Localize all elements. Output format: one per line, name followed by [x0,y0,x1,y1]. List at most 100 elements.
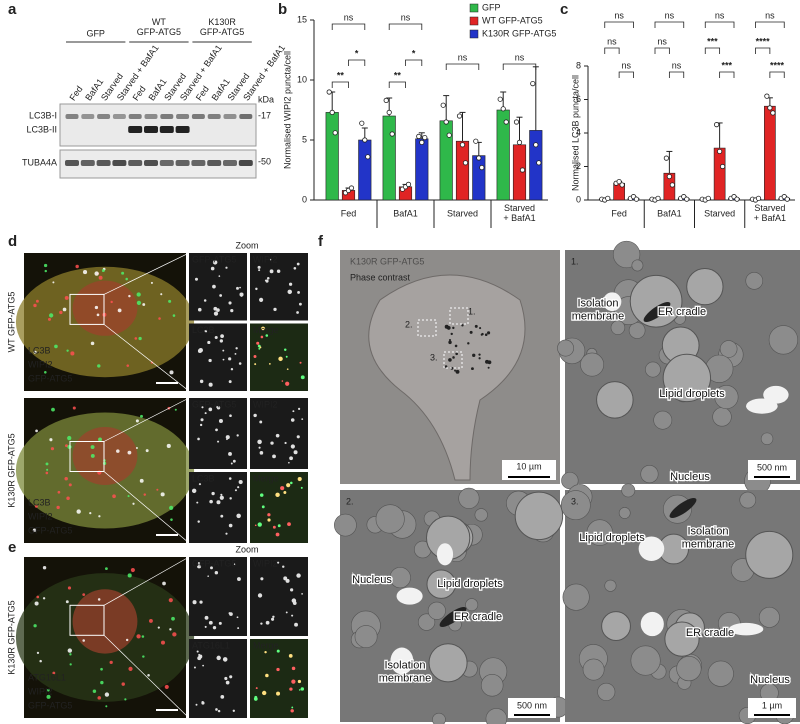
granule [487,360,492,365]
tile-label: GFP-ATG5 [192,399,236,409]
puncta [238,480,243,485]
significance-label: **** [756,36,771,46]
organelle [712,407,732,427]
puncta [230,308,234,313]
puncta [121,271,125,275]
puncta [42,566,47,570]
puncta [67,648,73,653]
granule [454,344,458,348]
significance-bracket [388,81,406,88]
puncta [213,311,219,316]
puncta [257,593,263,598]
data-point [616,178,622,185]
puncta [211,491,215,496]
data-point [755,195,762,201]
data-point [513,119,520,125]
puncta [236,616,239,619]
data-point [767,105,773,111]
bar [325,112,339,201]
organelle [427,601,446,620]
puncta [284,441,287,445]
bar [713,147,726,201]
puncta [218,275,221,277]
bar [764,105,776,201]
data-point [536,160,542,166]
organelle [474,508,488,522]
data-point [365,154,371,160]
data-point [497,96,503,102]
em-label: Isolation membrane [682,526,735,551]
puncta [68,483,72,487]
em-label: Nucleus [352,574,392,586]
er-cradle [643,301,671,323]
tile-label: GFP-ATG5 [192,254,236,264]
puncta [105,705,108,708]
significance-bracket [719,71,735,78]
puncta [285,611,288,614]
organelle [582,658,605,681]
data-point [359,120,365,126]
significance-label: ns [458,52,468,62]
puncta [197,437,200,441]
puncta [169,370,174,375]
stain-label: ATG16L1 [28,672,66,682]
significance-bracket [331,81,349,88]
puncta [101,269,105,272]
puncta [260,335,264,339]
data-point [619,182,625,188]
y-tick-label: 0 [576,194,581,204]
band [128,114,142,119]
data-point [332,130,338,136]
organelle [653,410,673,430]
granule [469,330,473,334]
x-tick-label: BafA1 [657,208,682,218]
er-cradle [669,497,697,519]
puncta [236,434,239,437]
organelle [768,325,799,355]
puncta [98,515,101,518]
zoom-line [103,556,190,606]
data-point [459,142,466,148]
puncta [44,269,47,273]
data-point [446,132,452,138]
significance-label: ns [614,10,624,20]
zoom-line [103,252,190,295]
puncta [289,687,293,691]
puncta [229,414,232,418]
group-label: WT GFP-ATG5 [137,17,181,37]
puncta [214,335,218,340]
em-label: Nucleus [750,674,790,686]
band [80,160,95,166]
puncta [228,380,232,384]
granule [478,357,481,360]
x-tick-label: Starved [447,208,478,218]
puncta [212,260,218,265]
granule [446,326,451,330]
puncta [235,347,238,350]
puncta [65,444,68,448]
puncta [296,311,299,314]
nucleus [72,280,138,336]
puncta [172,314,176,317]
zoom-box [69,293,105,325]
em-label: Lipid droplets [437,578,503,590]
puncta [92,689,97,693]
bar [439,120,453,201]
roi-box [443,351,463,369]
scale-label: 10 µm [516,461,541,471]
granule [472,353,476,357]
data-point [348,185,355,191]
puncta [43,263,48,268]
legend-label: GFP [482,2,501,12]
puncta [116,449,120,453]
puncta [253,697,258,701]
significance-bracket [704,47,721,54]
puncta [126,364,130,367]
granule [478,353,481,356]
data-point [684,196,690,202]
vacuole [603,292,622,312]
puncta [220,334,224,338]
bar [663,172,676,201]
puncta [254,363,257,366]
